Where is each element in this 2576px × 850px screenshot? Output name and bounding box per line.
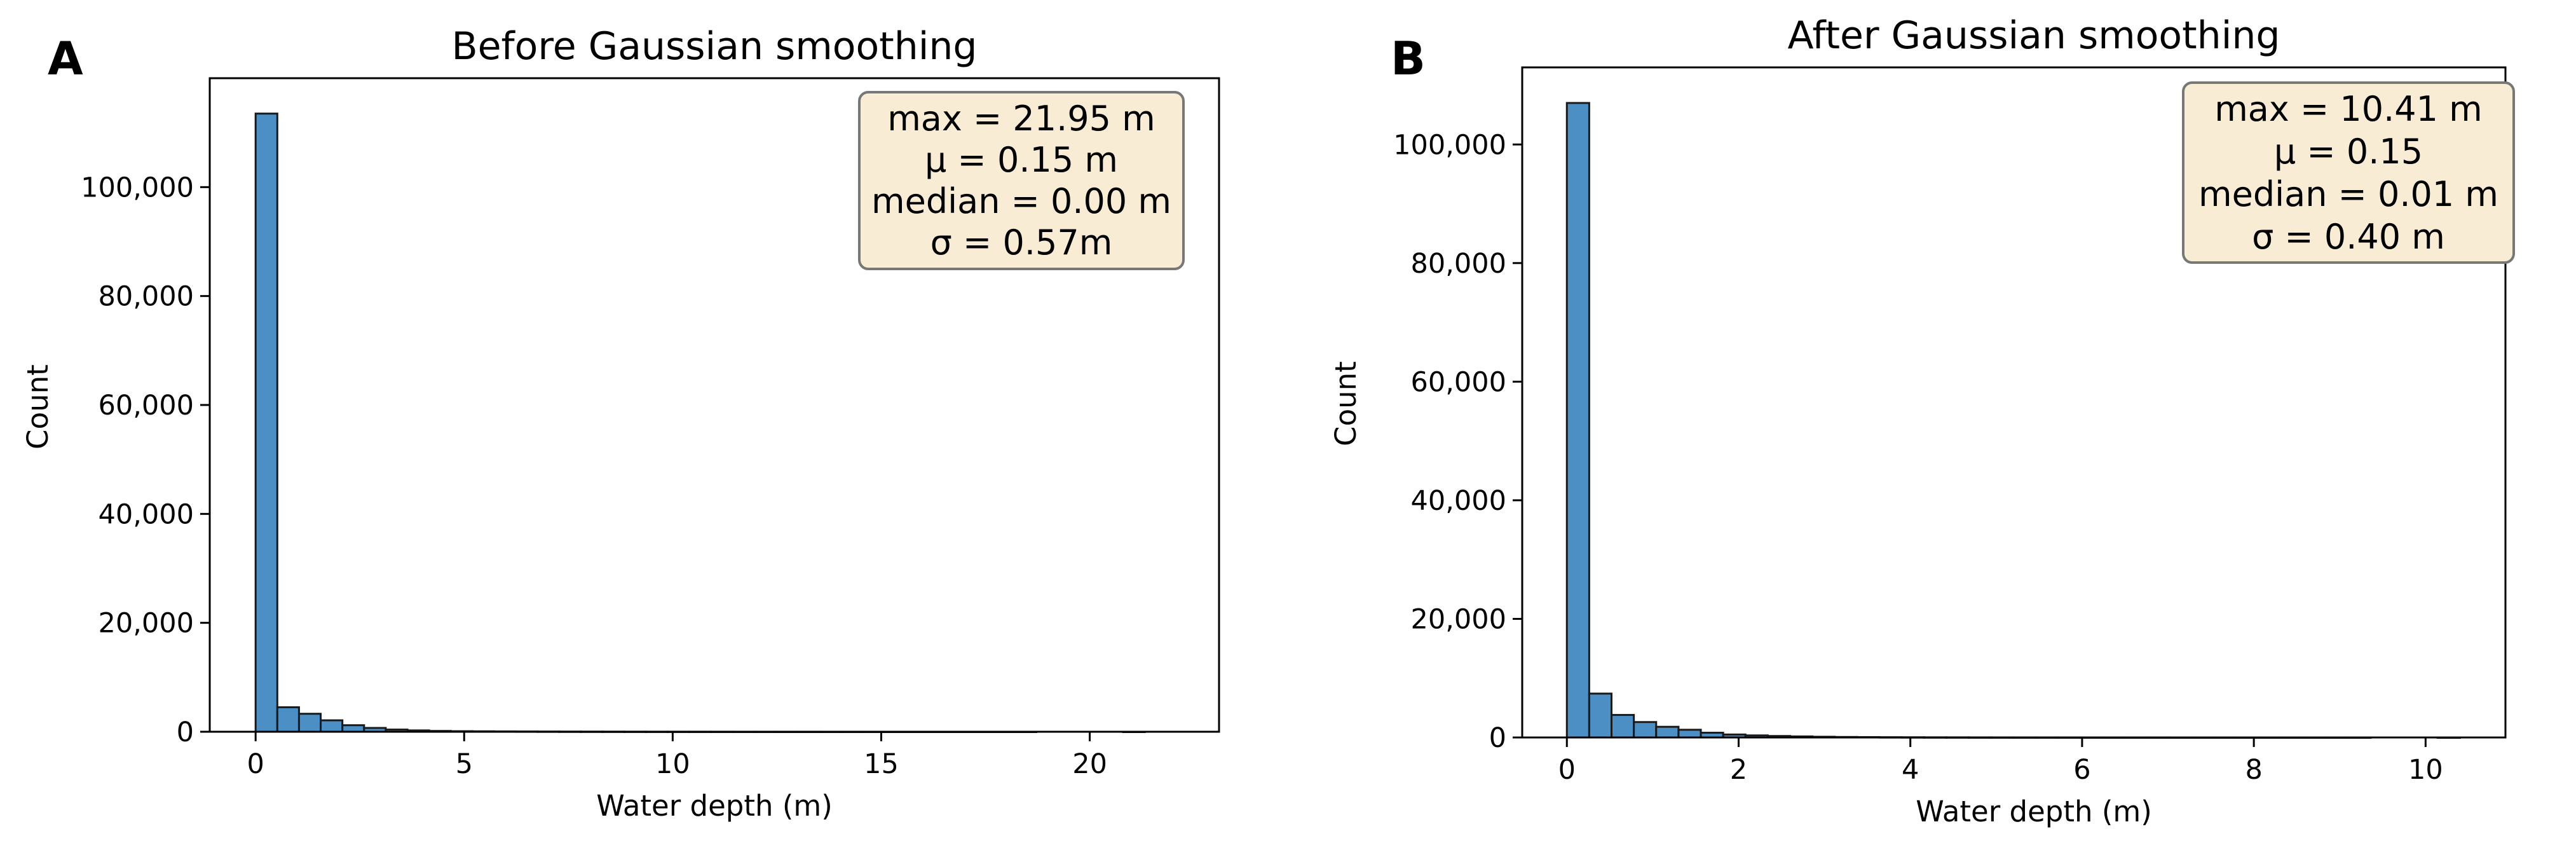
- x-axis-label-b: Water depth (m): [1916, 795, 2152, 828]
- stat-max-b: max = 10.41 m: [2214, 89, 2483, 129]
- x-tick-label-a-2: 10: [655, 748, 690, 780]
- x-tick-label-a-1: 5: [456, 748, 473, 780]
- stats-box-a: max = 21.95 m μ = 0.15 m median = 0.00 m…: [858, 91, 1185, 270]
- stats-box-frame-b: [2182, 81, 2515, 264]
- histogram-bar-b-2: [1611, 714, 1635, 739]
- stat-mean-b: μ = 0.15: [2274, 132, 2423, 172]
- stat-max-a: max = 21.95 m: [887, 99, 1155, 139]
- x-axis-label-a: Water depth (m): [596, 789, 833, 823]
- chart-title-a: Before Gaussian smoothing: [451, 24, 977, 69]
- panel-label-a: A: [48, 32, 83, 85]
- stat-median-a: median = 0.00 m: [871, 181, 1171, 221]
- y-tick-label-b-1: 20,000: [1411, 603, 1506, 635]
- x-tick-label-a-0: 0: [247, 748, 264, 780]
- histogram-bar-b-4: [1655, 725, 1680, 739]
- stat-std-a: σ = 0.57m: [930, 223, 1113, 263]
- x-ticks-b: 0 2 4 6 8 10: [1558, 737, 2443, 786]
- stats-box-frame-a: [858, 91, 1185, 270]
- y-ticks-a: 0 20,000 40,000 60,000 80,000 100,000: [81, 172, 210, 748]
- histogram-bar-a-1: [276, 706, 300, 733]
- y-tick-label-a-3: 60,000: [99, 390, 194, 422]
- x-tick-label-a-3: 15: [864, 748, 899, 780]
- y-axis-label-a: Count: [21, 364, 55, 449]
- plot-frame-b: [1521, 66, 2507, 739]
- stat-mean-a: μ = 0.15 m: [925, 140, 1118, 180]
- histogram-bar-b-3: [1633, 721, 1658, 739]
- x-tick-label-b-2: 4: [1902, 754, 1919, 786]
- histogram-bar-a-2: [297, 713, 322, 733]
- histogram-bar-a-4: [341, 724, 365, 733]
- histogram-bar-b-0: [1565, 102, 1590, 739]
- panel-label-b: B: [1391, 32, 1426, 85]
- y-tick-label-a-2: 40,000: [99, 498, 194, 530]
- x-tick-label-b-1: 2: [1730, 754, 1747, 786]
- histogram-bar-b-5: [1677, 729, 1702, 739]
- y-tick-label-a-4: 80,000: [99, 281, 194, 313]
- x-tick-label-b-0: 0: [1558, 754, 1576, 786]
- stats-box-b: max = 10.41 m μ = 0.15 median = 0.01 m σ…: [2182, 81, 2515, 264]
- y-ticks-b: 0 20,000 40,000 60,000 80,000 100,000: [1393, 129, 1522, 754]
- histogram-bar-a-3: [320, 719, 344, 733]
- y-tick-label-a-1: 20,000: [99, 608, 194, 640]
- x-tick-label-a-4: 20: [1072, 748, 1107, 780]
- y-tick-label-b-0: 0: [1489, 722, 1506, 754]
- histogram-bar-a-0: [254, 113, 278, 733]
- x-tick-label-b-5: 10: [2408, 754, 2443, 786]
- histogram-bar-b-1: [1588, 692, 1613, 739]
- x-ticks-a: 0 5 10 15 20: [247, 732, 1107, 780]
- chart-title-b: After Gaussian smoothing: [1788, 13, 2280, 58]
- y-tick-label-b-4: 80,000: [1411, 248, 1506, 280]
- x-tick-label-b-4: 8: [2245, 754, 2262, 786]
- y-tick-label-b-3: 60,000: [1411, 366, 1506, 398]
- y-axis-label-b: Count: [1329, 361, 1363, 446]
- stat-median-b: median = 0.01 m: [2198, 174, 2498, 214]
- y-tick-label-a-5: 100,000: [81, 172, 194, 203]
- y-tick-label-b-2: 40,000: [1411, 485, 1506, 517]
- x-tick-label-b-3: 6: [2073, 754, 2090, 786]
- panel-b: B After Gaussian smoothing 0 2 4 6 8 10 0 20,0…: [1329, 13, 2515, 828]
- panel-a: A Before Gaussian smoothing 0 5 10 15 20 0 20…: [21, 24, 1220, 823]
- stat-std-b: σ = 0.40 m: [2252, 217, 2445, 257]
- y-tick-label-b-5: 100,000: [1393, 129, 1506, 161]
- y-tick-label-a-0: 0: [177, 716, 194, 748]
